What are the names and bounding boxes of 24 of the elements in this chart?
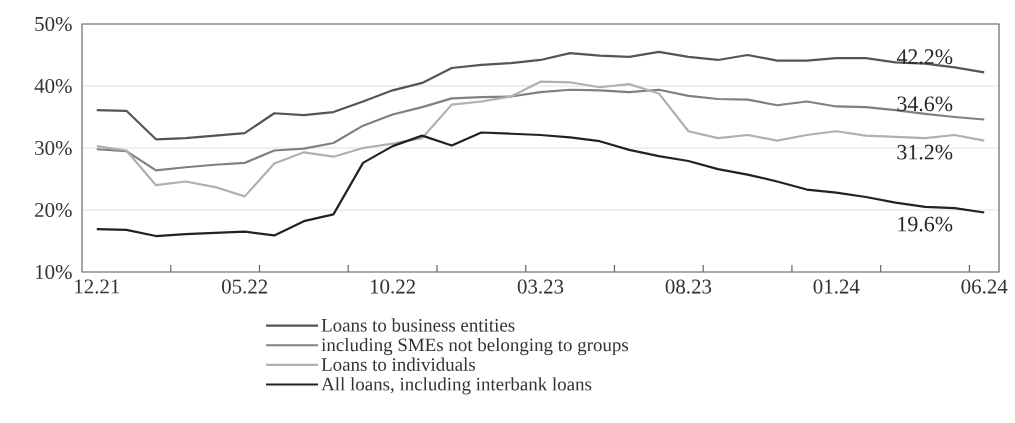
- legend-label: Loans to individuals: [321, 357, 476, 371]
- annotation: 19.6%: [898, 216, 953, 232]
- legend-label: Loans to business entities: [321, 318, 515, 332]
- legend-label: including SMEs not belonging to groups: [321, 337, 629, 356]
- y-tick-label: 30%: [35, 140, 72, 156]
- annotation: 42.2%: [896, 49, 953, 65]
- x-tick-label: 05.22: [221, 279, 268, 294]
- line-series: [95, 80, 986, 198]
- legend-label: All loans, including interbank loans: [321, 377, 592, 395]
- x-tick-label: 06.24: [961, 279, 1008, 294]
- x-tick-label: 08.23: [665, 279, 712, 294]
- y-tick-label: 10%: [35, 264, 72, 280]
- line-series: [95, 50, 986, 141]
- line-series: [95, 88, 986, 172]
- x-tick-label: 01.24: [813, 279, 860, 294]
- x-tick-label: 10.22: [370, 279, 415, 294]
- annotation: 34.6%: [897, 96, 953, 112]
- line-series: [95, 131, 986, 238]
- x-tick-label: 03.23: [517, 279, 564, 294]
- x-tick-label: 12.21: [75, 279, 120, 294]
- annotation: 31.2%: [897, 144, 953, 160]
- y-tick-label: 50%: [35, 16, 72, 32]
- y-tick-label: 40%: [34, 78, 72, 94]
- y-tick-label: 20%: [35, 202, 72, 218]
